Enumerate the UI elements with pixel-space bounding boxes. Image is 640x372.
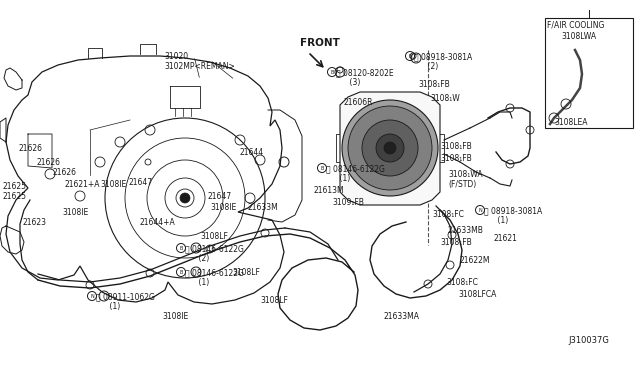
Text: 3108LF: 3108LF [200, 232, 228, 241]
Text: 21626: 21626 [52, 168, 76, 177]
Circle shape [384, 142, 396, 154]
Text: 3108IE: 3108IE [62, 208, 88, 217]
Text: 3102MP<REMAN>: 3102MP<REMAN> [164, 62, 235, 71]
Text: 3108₁FB: 3108₁FB [440, 238, 472, 247]
Text: 3108₁FB: 3108₁FB [440, 154, 472, 163]
Text: N: N [90, 294, 94, 298]
Text: (2): (2) [418, 62, 438, 71]
Text: N: N [408, 54, 412, 58]
Text: 3108LF: 3108LF [232, 268, 260, 277]
Text: 3108LWA: 3108LWA [561, 32, 596, 41]
Text: 3108IE: 3108IE [162, 312, 188, 321]
Text: 3108₁FB: 3108₁FB [418, 80, 450, 89]
Circle shape [362, 120, 418, 176]
Text: 21633MB: 21633MB [448, 226, 484, 235]
Circle shape [376, 134, 404, 162]
Bar [336, 134, 344, 162]
Text: 21644: 21644 [240, 148, 264, 157]
Text: 3108LF: 3108LF [260, 296, 288, 305]
Text: 21621: 21621 [494, 234, 518, 243]
Text: 3108₁FC: 3108₁FC [432, 210, 464, 219]
Text: 3108₁W: 3108₁W [430, 94, 460, 103]
Text: B: B [330, 70, 333, 74]
Text: Ⓑ 08146-6122G: Ⓑ 08146-6122G [185, 268, 244, 277]
Text: 21633M: 21633M [248, 203, 279, 212]
Text: (3): (3) [340, 78, 360, 87]
Text: 3109₁FB: 3109₁FB [332, 198, 364, 207]
Text: J310037G: J310037G [568, 336, 609, 345]
Circle shape [348, 106, 432, 190]
Bar [545, 18, 633, 128]
Text: (1): (1) [488, 216, 508, 225]
Text: (1): (1) [330, 174, 350, 183]
Text: 21626: 21626 [36, 158, 60, 167]
Text: 21613M: 21613M [314, 186, 344, 195]
Text: 21647: 21647 [128, 178, 152, 187]
Text: Ⓝ 08918-3081A: Ⓝ 08918-3081A [414, 52, 472, 61]
Circle shape [180, 193, 190, 203]
Text: Ⓑ 08146-6122G: Ⓑ 08146-6122G [326, 164, 385, 173]
Text: 3108IE: 3108IE [100, 180, 126, 189]
Text: 3108IE: 3108IE [210, 203, 236, 212]
Text: 21625: 21625 [2, 182, 26, 191]
Text: 31020: 31020 [164, 52, 188, 61]
Text: B: B [179, 269, 182, 275]
Text: B: B [320, 166, 324, 170]
Text: 21644+A: 21644+A [140, 218, 176, 227]
Text: Ⓑ 08146-6122G: Ⓑ 08146-6122G [185, 244, 244, 253]
Bar [436, 134, 444, 162]
Text: 21621+A: 21621+A [64, 180, 99, 189]
Text: 21647: 21647 [208, 192, 232, 201]
Text: (1): (1) [189, 278, 209, 287]
Text: 21623: 21623 [22, 218, 46, 227]
Text: (2): (2) [189, 254, 209, 263]
Text: 3108₁FC: 3108₁FC [446, 278, 478, 287]
Text: 21625: 21625 [2, 192, 26, 201]
Text: (F/STD): (F/STD) [448, 180, 476, 189]
Text: 21626: 21626 [18, 144, 42, 153]
Text: 3108LEA: 3108LEA [554, 118, 588, 127]
Text: 21633MA: 21633MA [384, 312, 420, 321]
Text: B: B [179, 246, 182, 250]
Text: Ⓝ 08911-1062G: Ⓝ 08911-1062G [96, 292, 155, 301]
Text: 21622M: 21622M [460, 256, 490, 265]
Polygon shape [6, 56, 284, 304]
Text: Ⓝ 08918-3081A: Ⓝ 08918-3081A [484, 206, 542, 215]
Polygon shape [340, 92, 440, 205]
Text: (1): (1) [100, 302, 120, 311]
Text: 3108LFCA: 3108LFCA [458, 290, 497, 299]
Text: 3108₁FB: 3108₁FB [440, 142, 472, 151]
Circle shape [342, 100, 438, 196]
Text: N: N [478, 208, 482, 212]
Text: F/AIR COOLING: F/AIR COOLING [547, 20, 604, 29]
Text: Ⓑ 08120-8202E: Ⓑ 08120-8202E [336, 68, 394, 77]
Text: FRONT: FRONT [300, 38, 340, 48]
Text: 21606R: 21606R [344, 98, 374, 107]
Text: 3108₁WA: 3108₁WA [448, 170, 483, 179]
